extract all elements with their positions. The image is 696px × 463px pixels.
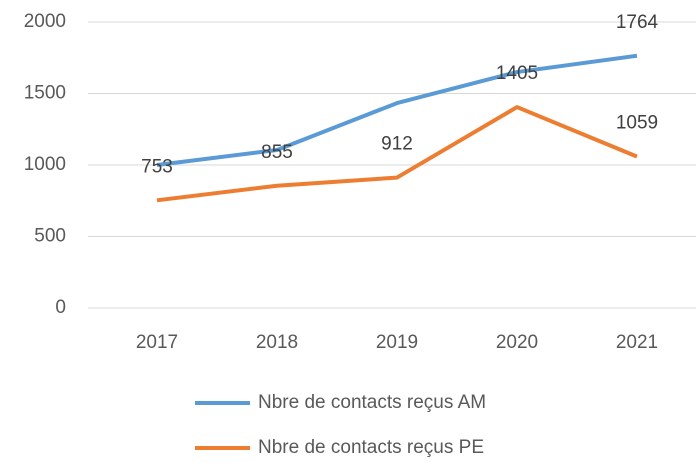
data-label: 912 xyxy=(381,134,413,155)
data-label: 753 xyxy=(141,156,173,177)
data-label: 855 xyxy=(261,142,293,163)
y-tick-label: 2000 xyxy=(24,11,66,32)
data-label: 1764 xyxy=(616,12,659,33)
y-tick-label: 0 xyxy=(55,297,66,318)
legend-label: Nbre de contacts reçus PE xyxy=(258,437,484,458)
y-tick-label: 1500 xyxy=(24,83,66,104)
data-label: 1405 xyxy=(496,63,538,84)
series-line xyxy=(156,53,638,167)
x-tick-label: 2017 xyxy=(136,332,178,353)
legend-label: Nbre de contacts reçus AM xyxy=(258,392,486,413)
y-tick-label: 1000 xyxy=(24,154,66,175)
y-tick-label: 500 xyxy=(34,226,66,247)
x-tick-label: 2019 xyxy=(376,332,418,353)
data-label: 1059 xyxy=(616,113,658,134)
x-tick-label: 2021 xyxy=(616,332,658,353)
series-line xyxy=(156,105,638,203)
x-tick-label: 2018 xyxy=(256,332,298,353)
x-tick-label: 2020 xyxy=(496,332,538,353)
